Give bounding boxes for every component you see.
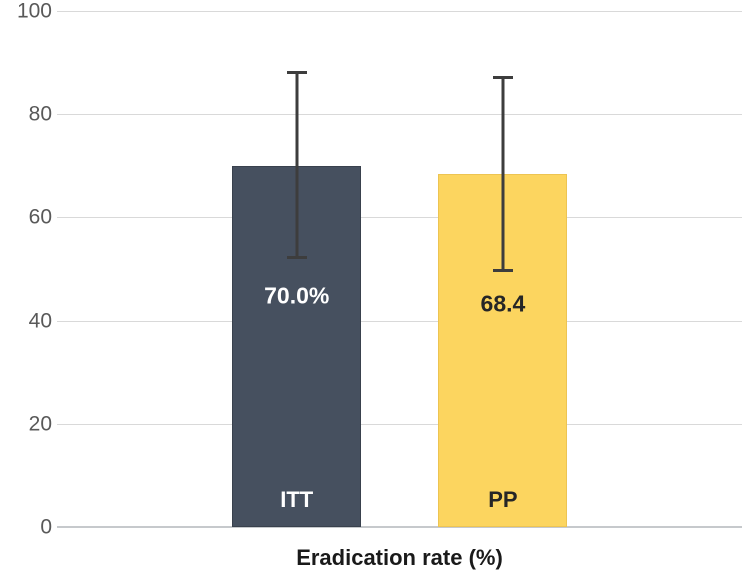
y-tick-label: 60: [28, 205, 52, 229]
plot-area: 70.0% ITT 68.4 PP: [57, 11, 742, 528]
gridline: [57, 217, 742, 219]
y-tick-label: 80: [28, 102, 52, 126]
gridline: [57, 11, 742, 12]
y-tick-label: 40: [28, 309, 52, 333]
y-tick-label: 100: [16, 0, 52, 23]
gridline: [57, 423, 742, 425]
gridline: [57, 320, 742, 322]
error-bar: [286, 71, 307, 259]
category-label: ITT: [280, 487, 314, 512]
value-label: 68.4: [480, 290, 526, 317]
error-bar-line: [501, 75, 505, 272]
error-bar-line: [295, 71, 299, 259]
x-axis-line: [57, 526, 742, 528]
y-tick-label: 20: [28, 412, 52, 436]
category-label: PP: [488, 487, 518, 512]
error-bar: [492, 75, 513, 272]
y-tick-label: 0: [40, 515, 52, 539]
value-label: 70.0%: [264, 282, 330, 309]
x-axis-title: Eradication rate (%): [296, 545, 503, 570]
gridline: [57, 114, 742, 116]
